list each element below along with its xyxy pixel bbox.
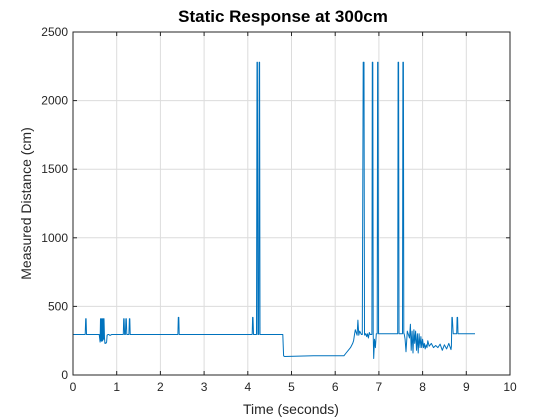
x-tick-label: 2: [157, 380, 164, 394]
x-tick-label: 6: [332, 380, 339, 394]
y-tick-label: 1500: [41, 162, 68, 176]
y-tick-label: 2500: [41, 25, 68, 39]
x-tick-label: 9: [463, 380, 470, 394]
chart-title: Static Response at 300cm: [178, 7, 388, 26]
x-tick-label: 3: [201, 380, 208, 394]
x-tick-label: 5: [288, 380, 295, 394]
x-tick-label: 1: [113, 380, 120, 394]
series-line: [73, 61, 475, 359]
x-axis-label: Time (seconds): [243, 401, 339, 417]
y-tick-label: 1000: [41, 231, 68, 245]
y-tick-label: 500: [48, 299, 68, 313]
x-axis: 0 1 2 3 4 5 6 7 8 9 10: [70, 32, 517, 394]
y-tick-label: 0: [61, 368, 68, 382]
x-tick-label: 10: [503, 380, 517, 394]
y-axis: 0 500 1000 1500 2000 2500: [41, 25, 510, 382]
y-axis-label: Measured Distance (cm): [18, 127, 34, 280]
x-tick-label: 0: [70, 380, 77, 394]
x-tick-label: 8: [419, 380, 426, 394]
x-tick-label: 7: [376, 380, 383, 394]
x-tick-label: 4: [244, 380, 251, 394]
y-tick-label: 2000: [41, 94, 68, 108]
